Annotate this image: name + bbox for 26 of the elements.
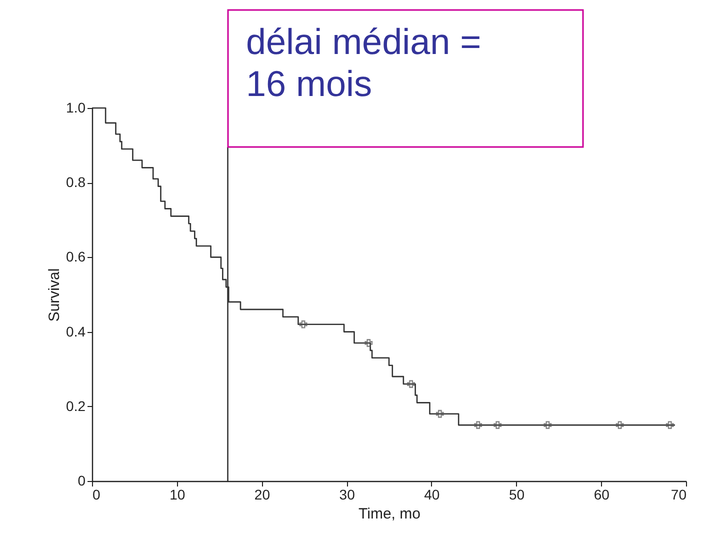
x-tick-label: 30 [339, 486, 356, 502]
y-tick-label: 0.4 [66, 323, 86, 340]
x-tick-label: 60 [594, 486, 610, 502]
y-tick-label: 0.8 [66, 174, 86, 190]
point [436, 410, 444, 418]
y-tick-label: 0.2 [66, 398, 86, 414]
point [666, 421, 674, 430]
x-tick-label: 20 [254, 486, 270, 502]
point [494, 421, 502, 430]
y-tick-label: 0 [78, 472, 86, 488]
x-tick-label: 50 [508, 486, 525, 502]
point [407, 380, 416, 388]
y-axis-title: Survival [46, 268, 64, 322]
x-tick-label: 0 [92, 486, 100, 502]
text: délai médian = 16 mois [246, 21, 482, 104]
x-tick-label: 70 [670, 486, 687, 502]
point [364, 339, 373, 347]
point [616, 421, 624, 430]
point [299, 320, 308, 328]
y-tick-label: 0.6 [66, 248, 86, 265]
x-axis-title: Time, mo [358, 506, 420, 522]
point [474, 421, 482, 430]
x-tick-label: 40 [424, 486, 440, 502]
y-tick-label: 1.0 [66, 100, 86, 116]
x-tick-label: 10 [170, 486, 186, 502]
point [544, 421, 552, 430]
